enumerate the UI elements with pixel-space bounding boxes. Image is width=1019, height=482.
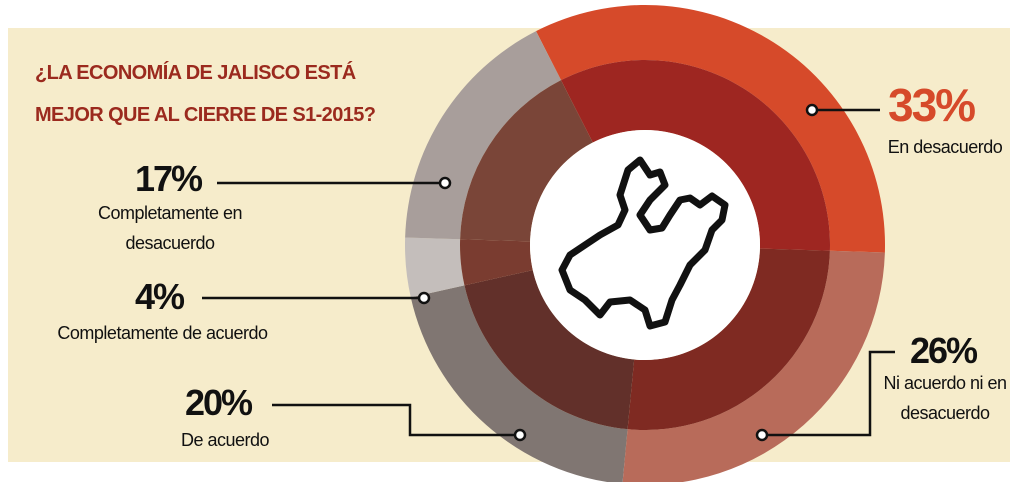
inner-slice — [460, 80, 593, 242]
category-label: Ni acuerdo ni en desacuerdo — [883, 373, 1007, 423]
inner-slice — [460, 239, 533, 286]
value-label: 17% — [135, 158, 203, 199]
jalisco-map-icon — [558, 156, 729, 330]
outer-slice — [536, 5, 886, 253]
inner-slice — [627, 248, 830, 430]
chart-title: ¿LA ECONOMÍA DE JALISCO ESTÁ — [35, 62, 356, 84]
leader-dot — [755, 428, 769, 442]
value-label: 4% — [135, 276, 185, 317]
inner-slice — [561, 60, 830, 251]
value-label: 33% — [888, 79, 976, 131]
value-label: 20% — [185, 382, 253, 423]
leader-dot — [417, 291, 431, 305]
outer-slice — [410, 285, 628, 482]
inner-slice — [464, 270, 635, 430]
chart-title: MEJOR QUE AL CIERRE DE S1-2015? — [35, 104, 376, 126]
category-label: Completamente de acuerdo — [57, 323, 268, 343]
outer-slice — [405, 237, 465, 298]
value-label: 26% — [910, 330, 978, 371]
category-label: En desacuerdo — [887, 137, 1003, 157]
leader-dot — [438, 176, 452, 190]
leader-dot — [513, 428, 527, 442]
outer-slice — [622, 250, 885, 482]
leader-line — [762, 350, 895, 437]
leader-line — [272, 403, 520, 437]
category-label: De acuerdo — [180, 430, 270, 450]
category-label: Completamente en desacuerdo — [97, 203, 243, 253]
leader-dot — [805, 103, 819, 117]
